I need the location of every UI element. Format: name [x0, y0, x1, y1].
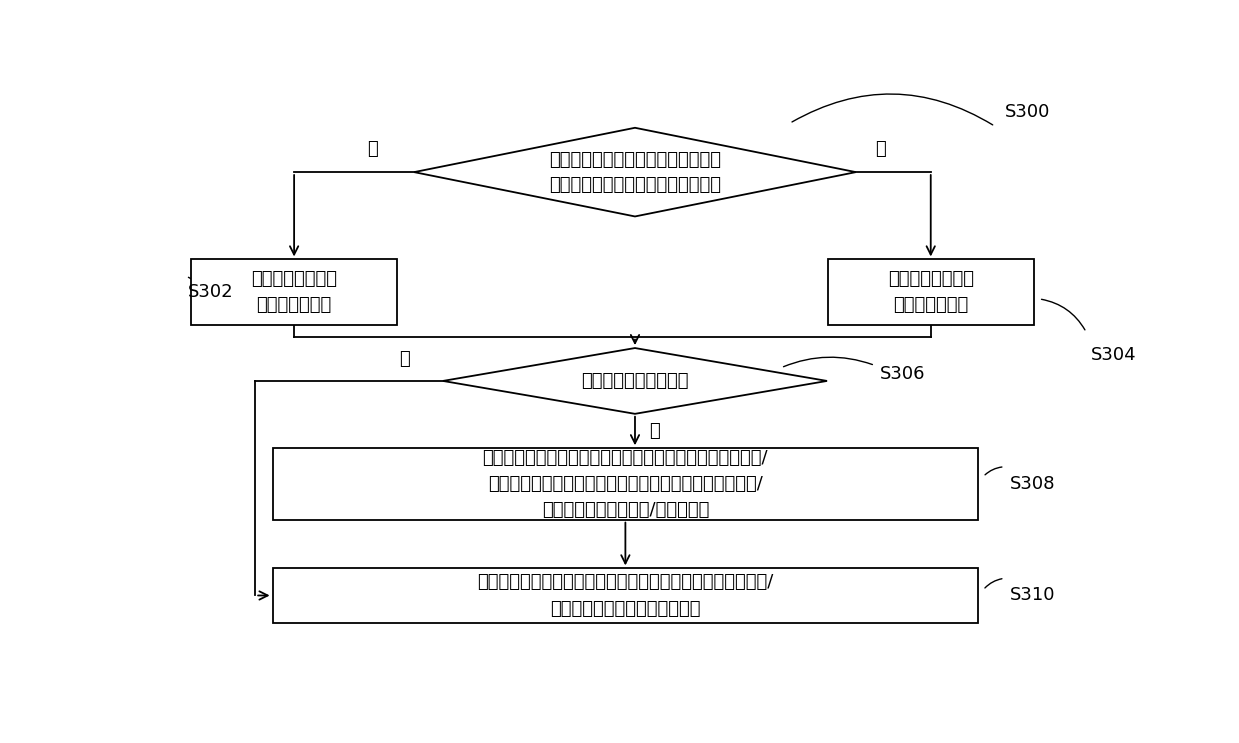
Text: S302: S302 [187, 283, 233, 301]
Text: 否: 否 [399, 351, 410, 369]
Bar [191, 259, 398, 325]
Text: S308: S308 [1010, 475, 1054, 493]
Bar [828, 259, 1035, 325]
Text: S310: S310 [1010, 586, 1054, 605]
Text: 如果所述货车货箱超重，通过智慧灯杆信息发布系统播放和/
或发布警示，对超高的车辆联动智慧灯杆公共广播装备和/
或信息发布装置播放和/或发布警示: 如果所述货车货箱超重，通过智慧灯杆信息发布系统播放和/ 或发布警示，对超高的车辆… [482, 449, 768, 519]
Text: 按照封闭式货车评
价方法进行评价: 按照封闭式货车评 价方法进行评价 [252, 270, 337, 314]
Polygon shape [444, 348, 828, 414]
Text: S306: S306 [880, 365, 926, 383]
Text: 对道路上运动的货车货箱进行检测，
判断所述货车是否为封闭式装载货车: 对道路上运动的货车货箱进行检测， 判断所述货车是否为封闭式装载货车 [549, 151, 721, 194]
Text: 是: 是 [367, 140, 378, 158]
Text: 如果所述货车货箱未超重，通过智慧灯杆信息发布系统播放和/
或发布告知可以顺利通过的信息: 如果所述货车货箱未超重，通过智慧灯杆信息发布系统播放和/ 或发布告知可以顺利通过… [477, 574, 773, 617]
Bar [273, 448, 979, 519]
Polygon shape [414, 128, 856, 216]
Text: S304: S304 [1092, 346, 1136, 364]
Text: 否: 否 [875, 140, 886, 158]
Text: 按照裸露式货车评
价方法进行评价: 按照裸露式货车评 价方法进行评价 [887, 270, 974, 314]
Bar [273, 568, 979, 623]
Text: 判断所述货车是否超重: 判断所述货车是否超重 [581, 372, 689, 390]
Text: 是: 是 [649, 422, 660, 440]
Text: S300: S300 [1005, 103, 1049, 120]
